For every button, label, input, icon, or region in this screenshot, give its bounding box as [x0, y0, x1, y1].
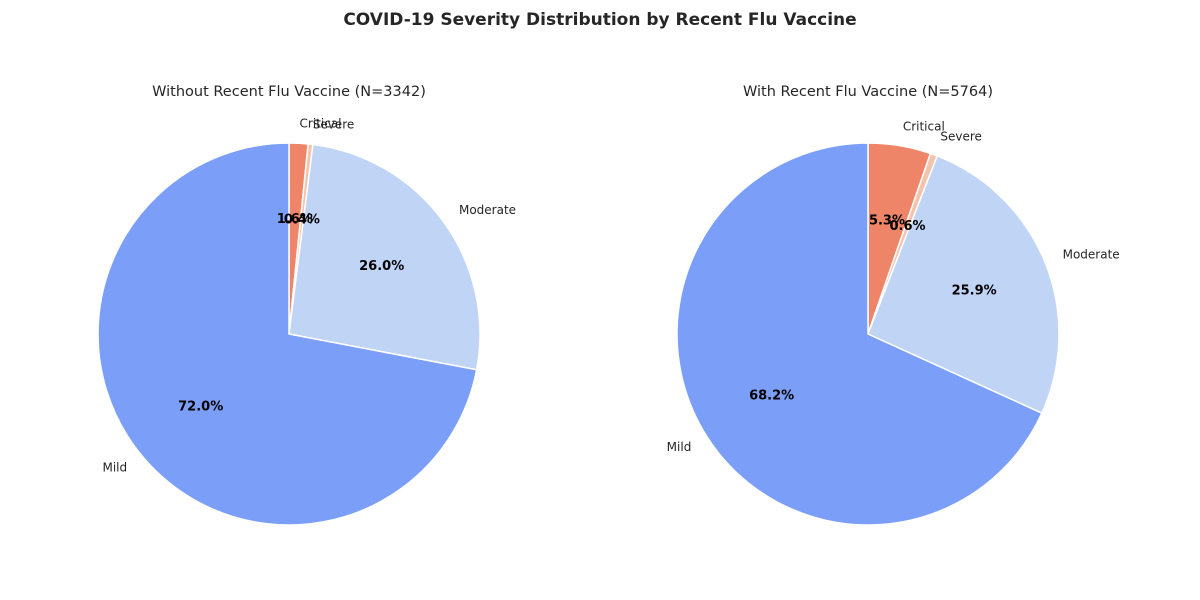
pie-title-without-vaccine: Without Recent Flu Vaccine (N=3342) — [152, 84, 426, 100]
pie-slice-moderate-with-vaccine — [867, 154, 1060, 415]
percent-label-mild-with-vaccine: 68.2% — [749, 389, 794, 404]
pie-labels-with-vaccine: Critical 5.3% Severe 0.6% Moderate 25.9% Mild 6… — [667, 119, 1120, 454]
category-label-severe-with-vaccine: Severe — [940, 129, 982, 143]
pie-title-with-vaccine: With Recent Flu Vaccine (N=5764) — [743, 84, 993, 100]
pie-labels-without-vaccine: Critical 1.6% Severe 0.4% Moderate 26.0% Mild 7… — [102, 117, 516, 475]
category-label-moderate-without-vaccine: Moderate — [459, 203, 516, 217]
pie-slice-mild-with-vaccine — [676, 142, 1043, 526]
percent-label-moderate-with-vaccine: 25.9% — [952, 283, 997, 298]
category-label-moderate-with-vaccine: Moderate — [1063, 247, 1120, 261]
category-label-critical-without-vaccine: Critical — [300, 117, 342, 131]
percent-label-critical-with-vaccine: 5.3% — [869, 213, 905, 228]
chart-title: COVID-19 Severity Distribution by Recent… — [343, 10, 856, 30]
pie-slices-without-vaccine — [97, 142, 481, 526]
category-label-mild-with-vaccine: Mild — [667, 440, 692, 454]
category-label-critical-with-vaccine: Critical — [903, 119, 945, 133]
pie-chart-with-vaccine: With Recent Flu Vaccine (N=5764) Critica… — [667, 84, 1120, 526]
category-label-mild-without-vaccine: Mild — [102, 460, 127, 474]
category-label-severe-without-vaccine: Severe — [313, 118, 355, 132]
percent-label-severe-with-vaccine: 0.6% — [889, 219, 925, 234]
percent-label-severe-without-vaccine: 0.4% — [284, 213, 320, 228]
pie-slice-moderate-without-vaccine — [288, 143, 481, 371]
percent-label-critical-without-vaccine: 1.6% — [277, 212, 313, 227]
pie-slice-mild-without-vaccine — [97, 142, 478, 526]
pie-chart-without-vaccine: Without Recent Flu Vaccine (N=3342) Crit… — [97, 84, 516, 526]
percent-label-mild-without-vaccine: 72.0% — [178, 400, 223, 415]
pie-slices-with-vaccine — [676, 142, 1060, 526]
percent-label-moderate-without-vaccine: 26.0% — [359, 259, 404, 274]
